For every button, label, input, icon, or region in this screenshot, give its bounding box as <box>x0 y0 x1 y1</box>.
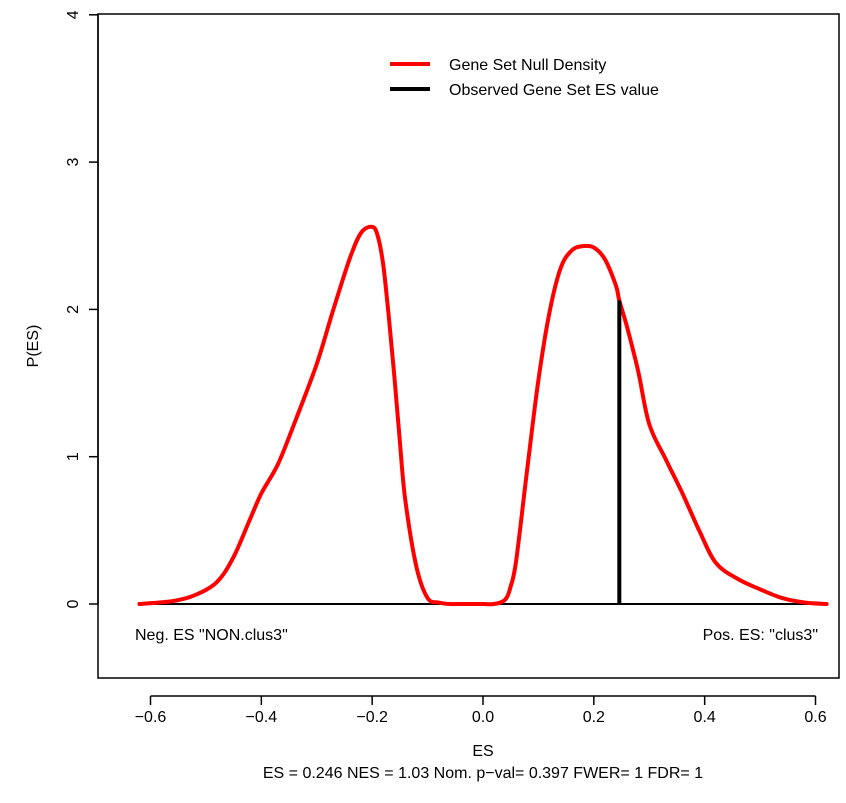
x-tick-label: −0.6 <box>135 709 167 726</box>
chart-subtitle: ES = 0.246 NES = 1.03 Nom. p−val= 0.397 … <box>263 765 703 782</box>
x-tick-label: 0.0 <box>472 709 494 726</box>
x-axis-label: ES <box>472 743 493 760</box>
y-axis-label: P(ES) <box>25 325 42 368</box>
legend-label-null-density: Gene Set Null Density <box>449 57 606 74</box>
annotation-pos-es: Pos. ES: "clus3" <box>703 627 818 644</box>
series-line-gene-set-null-density <box>137 224 829 607</box>
y-axis: 0 1 2 3 4 <box>65 10 99 608</box>
y-tick-label: 4 <box>65 10 82 19</box>
y-tick-label: 2 <box>65 305 82 314</box>
y-tick-label: 1 <box>65 452 82 461</box>
x-tick-label: −0.4 <box>246 709 278 726</box>
x-tick-label: 0.6 <box>804 709 826 726</box>
x-axis: −0.6 −0.4 −0.2 0.0 0.2 0.4 0.6 <box>135 695 827 726</box>
legend: Gene Set Null Density Observed Gene Set … <box>390 57 659 99</box>
annotation-neg-es: Neg. ES "NON.clus3" <box>135 627 288 644</box>
y-tick-label: 3 <box>65 158 82 167</box>
legend-label-observed-es: Observed Gene Set ES value <box>449 82 659 99</box>
x-tick-label: 0.2 <box>583 709 605 726</box>
y-tick-label: 0 <box>65 599 82 608</box>
x-tick-label: −0.2 <box>356 709 388 726</box>
x-tick-label: 0.4 <box>694 709 716 726</box>
plot-frame <box>97 13 840 679</box>
